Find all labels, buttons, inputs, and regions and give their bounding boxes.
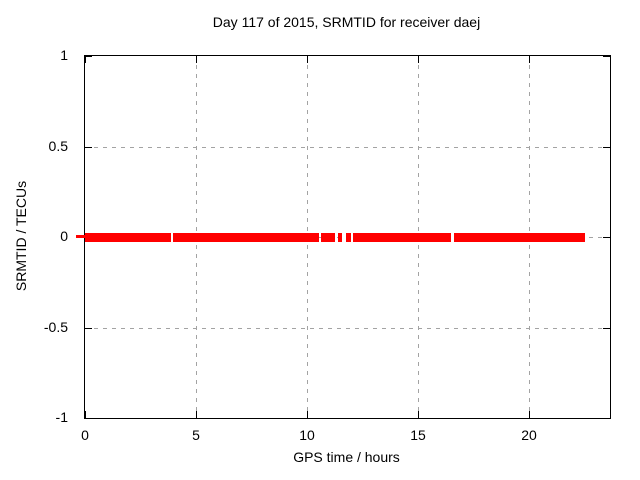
- y-tick-mark: [85, 418, 92, 419]
- x-tick-mark: [85, 56, 86, 63]
- data-segment: [352, 233, 451, 242]
- y-tick-mark: [85, 328, 92, 329]
- x-tick-mark: [529, 411, 530, 418]
- y-tick-mark: [603, 56, 610, 57]
- data-segment: [338, 233, 343, 242]
- y-tick-mark: [603, 328, 610, 329]
- x-tick-label: 10: [299, 427, 315, 443]
- x-tick-mark: [418, 411, 419, 418]
- plot-area: [84, 55, 611, 419]
- h-gridline: [85, 328, 610, 329]
- x-tick-label: 0: [81, 427, 89, 443]
- x-tick-mark: [307, 56, 308, 63]
- x-tick-mark: [418, 56, 419, 63]
- h-gridline: [85, 147, 610, 148]
- y-tick-mark: [603, 237, 610, 238]
- x-tick-mark: [196, 56, 197, 63]
- x-tick-mark: [196, 411, 197, 418]
- data-segment: [453, 233, 585, 242]
- x-tick-mark: [307, 411, 308, 418]
- zero-line-left-overflow-marker: [76, 235, 85, 238]
- y-tick-label: 0: [60, 228, 68, 244]
- y-tick-mark: [85, 56, 92, 57]
- y-tick-mark: [603, 418, 610, 419]
- chart-title: Day 117 of 2015, SRMTID for receiver dae…: [212, 14, 481, 30]
- y-tick-label: 1: [60, 47, 68, 63]
- data-segment: [85, 233, 171, 242]
- x-tick-label: 5: [192, 427, 200, 443]
- x-tick-mark: [85, 411, 86, 418]
- y-tick-mark: [603, 147, 610, 148]
- y-tick-label: 0.5: [48, 138, 68, 154]
- data-segment: [321, 233, 335, 242]
- data-segment: [172, 233, 319, 242]
- y-tick-label: -1: [55, 409, 68, 425]
- x-axis-title: GPS time / hours: [293, 449, 400, 465]
- x-tick-label: 15: [410, 427, 426, 443]
- y-tick-label: -0.5: [43, 319, 68, 335]
- data-segment: [346, 233, 351, 242]
- y-tick-mark: [85, 147, 92, 148]
- x-tick-label: 20: [521, 427, 537, 443]
- x-tick-mark: [529, 56, 530, 63]
